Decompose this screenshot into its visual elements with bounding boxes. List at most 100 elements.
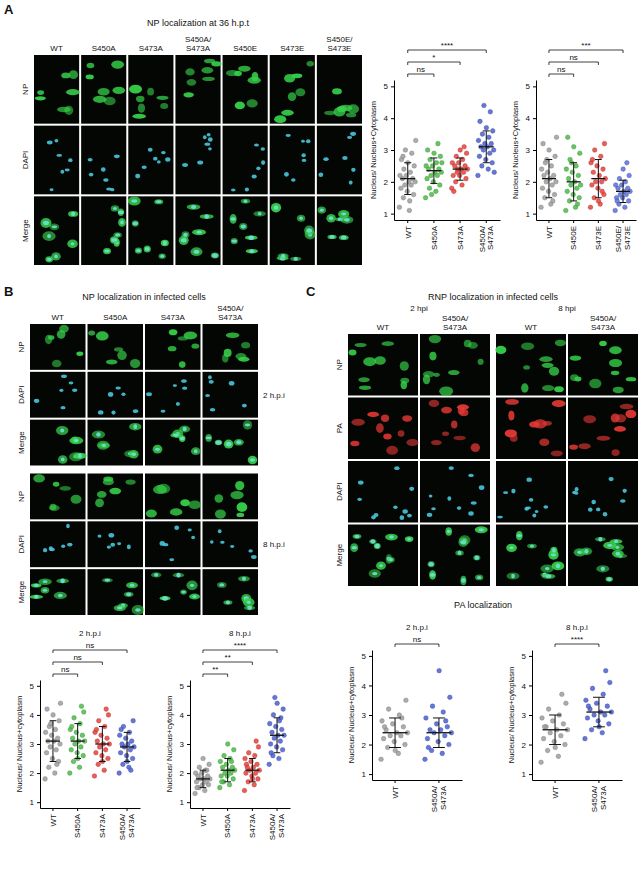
row-label: DAPI (17, 535, 26, 554)
cell (475, 526, 488, 533)
significance-label: ns (557, 65, 565, 74)
micrograph-ground (420, 398, 490, 460)
nucleus (192, 595, 196, 598)
nucleus (231, 240, 237, 243)
nucleus (114, 155, 120, 159)
tick-label: 5 (30, 682, 35, 691)
cell (521, 342, 534, 350)
chart-title: 8 h.p.i (229, 629, 251, 638)
nucleus (379, 564, 383, 567)
panel-title: RNP localization in infected cells (428, 292, 558, 302)
point (563, 742, 568, 747)
y-axis: 12345 (362, 651, 373, 781)
tick: S450A/S473A (590, 780, 608, 812)
tick-label: S450A (73, 813, 82, 838)
point (267, 762, 272, 767)
nucleus (302, 159, 307, 162)
point (603, 668, 608, 673)
nucleus (431, 507, 436, 510)
point (601, 692, 606, 697)
cell (581, 547, 592, 555)
cell (243, 598, 255, 607)
micrograph-ground (128, 55, 173, 124)
cell (457, 404, 469, 410)
cell (271, 203, 281, 212)
tick-mark (533, 150, 536, 151)
mean-line (221, 770, 235, 771)
micrograph (203, 324, 259, 370)
axis-line (533, 780, 623, 781)
mean-line (400, 178, 415, 179)
cell (189, 594, 200, 600)
point (242, 788, 247, 793)
nucleus (71, 212, 75, 216)
cell (459, 409, 468, 416)
column-head: S473A (161, 313, 186, 322)
nucleus (50, 188, 54, 191)
cell (478, 359, 484, 365)
nucleus (181, 379, 187, 383)
cell (625, 410, 636, 418)
point (424, 164, 429, 169)
cell (241, 199, 250, 204)
significance-label: ns (413, 635, 421, 644)
cell (191, 447, 200, 455)
cell (460, 576, 466, 586)
cell (539, 356, 552, 362)
y-axis: 12345 (180, 681, 191, 809)
tick: 1 (180, 798, 190, 807)
point (255, 762, 260, 767)
scatter-chart: 12345WTS450ES473ES450E/S473ENucleus/ Nuc… (511, 41, 637, 252)
micrograph (88, 521, 144, 567)
cell (37, 90, 44, 95)
nucleus (54, 139, 58, 143)
cell (611, 413, 620, 422)
cell (35, 96, 46, 100)
point (268, 742, 273, 747)
nucleus (98, 410, 104, 414)
nucleus (180, 437, 185, 440)
tick-mark (77, 808, 78, 811)
micrograph (348, 334, 418, 396)
plot-area (397, 103, 496, 213)
point (574, 164, 579, 169)
significance-bracket (408, 50, 487, 53)
column-head: S450A/S473A (185, 35, 212, 53)
panel-title: NP localization at 36 h.p.t (147, 18, 249, 28)
cell (400, 361, 409, 371)
nucleus (584, 549, 588, 554)
nucleus (160, 255, 164, 258)
cell (552, 562, 565, 571)
cell (200, 214, 214, 219)
mean-line (46, 740, 60, 741)
cell (56, 426, 68, 435)
tick-label: 2 (362, 741, 367, 750)
point (105, 736, 110, 741)
nucleus (511, 489, 515, 494)
nucleus (607, 577, 611, 581)
tick-mark (252, 808, 253, 811)
axis-line (536, 81, 537, 221)
nucleus (34, 399, 39, 403)
point (564, 167, 569, 172)
cell (253, 211, 265, 217)
point (390, 722, 395, 727)
cell (171, 433, 182, 437)
point (553, 154, 558, 159)
point (382, 725, 387, 730)
point (429, 173, 434, 178)
nucleus (230, 217, 236, 221)
column-head: WT (525, 323, 538, 332)
nucleus (351, 546, 356, 549)
nucleus (261, 147, 265, 150)
nucleus (173, 434, 179, 437)
nucleus (329, 235, 334, 239)
significance-bracket (549, 74, 574, 77)
nucleus (291, 178, 296, 182)
cell (190, 247, 202, 256)
cell (222, 354, 228, 362)
cell (542, 385, 554, 391)
cell (405, 536, 414, 542)
point (464, 176, 469, 181)
tick: S450A/S473A (430, 780, 448, 812)
